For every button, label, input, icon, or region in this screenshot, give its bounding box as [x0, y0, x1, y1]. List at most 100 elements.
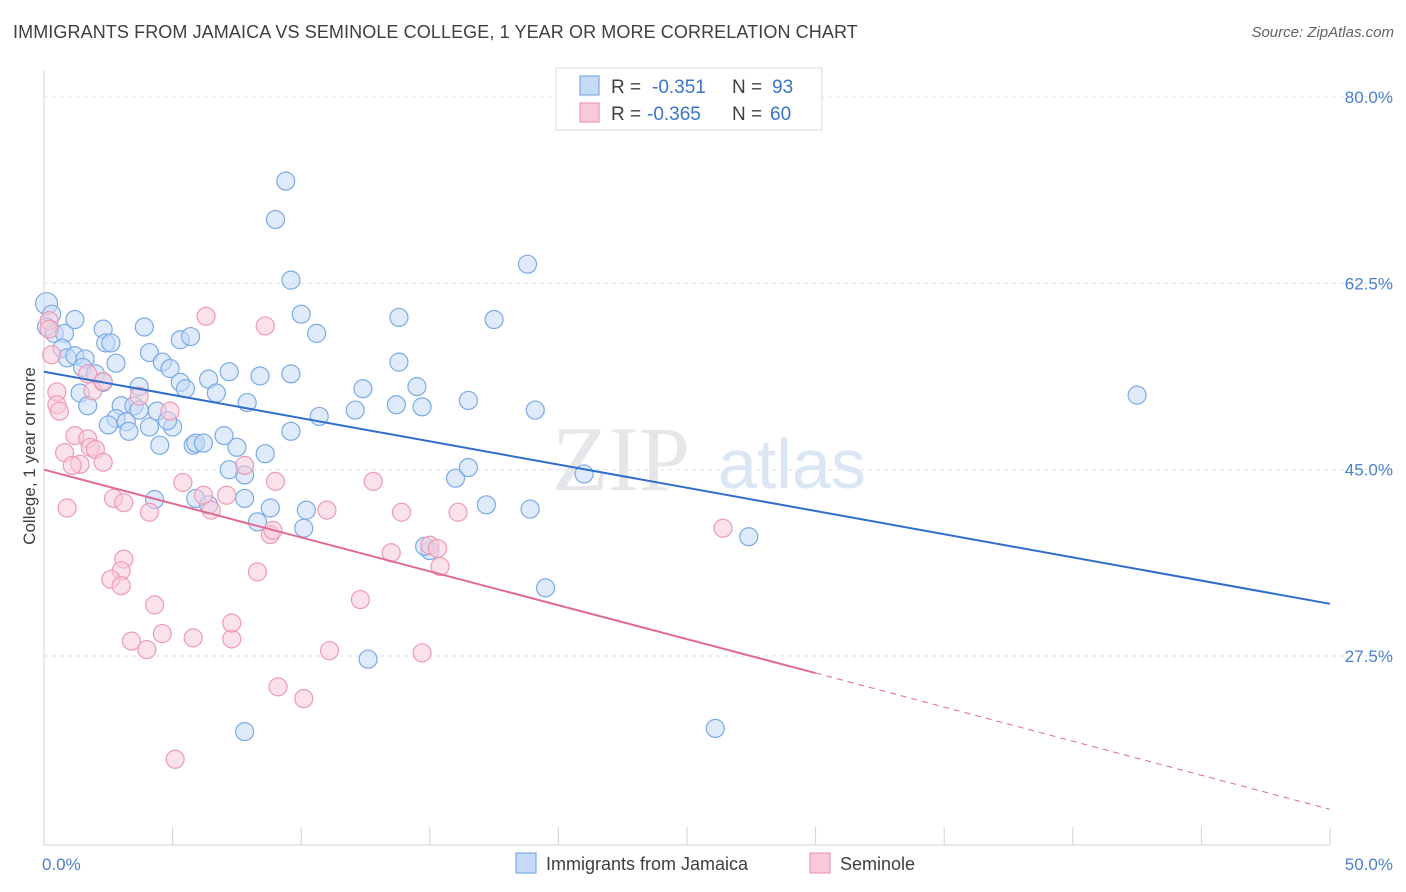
jamaica-point [160, 358, 180, 379]
trend-lines [43, 370, 1331, 810]
jamaica-trend-line [43, 370, 1331, 605]
seminole-point [39, 319, 59, 339]
jamaica-point [139, 342, 160, 363]
legend-n-value-2: 60 [770, 104, 791, 125]
seminole-point [144, 595, 165, 615]
seminole-point [350, 589, 370, 610]
seminole-point [165, 749, 185, 769]
seminole-point [62, 455, 82, 476]
seminole-trend-extension [815, 672, 1331, 810]
legend-n-label-1: N = [732, 77, 762, 98]
seminole-trend-line [43, 468, 816, 675]
jamaica-point [296, 500, 316, 520]
seminole-point [121, 631, 142, 651]
seminole-point [111, 576, 131, 596]
jamaica-point [98, 415, 118, 435]
y-tick-label-0: 80.0% [1345, 88, 1393, 107]
jamaica-point [260, 498, 280, 518]
axes [43, 70, 1331, 846]
legend-r-value-1: -0.351 [652, 77, 706, 98]
seminole-point [412, 643, 432, 663]
jamaica-point [386, 395, 406, 415]
seminole-point [160, 401, 180, 421]
jamaica-point [291, 304, 311, 324]
jamaica-point [345, 400, 365, 420]
jamaica-point [175, 379, 196, 399]
jamaica-point [353, 379, 373, 399]
legend-swatch-jamaica [579, 75, 600, 96]
legend-r-value-2: -0.365 [647, 104, 701, 125]
jamaica-point [458, 457, 478, 478]
jamaica-point [214, 425, 234, 446]
seminole-point [129, 386, 149, 406]
seminole-point [268, 677, 288, 697]
jamaica-point [294, 518, 314, 538]
chart-title: IMMIGRANTS FROM JAMAICA VS SEMINOLE COLL… [13, 22, 858, 42]
legend-n-label-2: N = [732, 104, 762, 125]
jamaica-point [535, 578, 556, 598]
jamaica-point [181, 326, 201, 347]
jamaica-point [276, 171, 296, 191]
jamaica-point [255, 444, 275, 464]
seminole-point [235, 455, 255, 476]
tick-labels: 80.0% 62.5% 45.0% 27.5% 0.0% 50.0% [42, 88, 1393, 874]
seminole-point [430, 556, 450, 577]
seminole-point [222, 613, 242, 633]
seminole-point [448, 502, 468, 522]
watermark-zip: ZIP [552, 408, 690, 510]
seminole-point [93, 452, 113, 472]
source-label: Source: ZipAtlas.com [1251, 24, 1394, 41]
jamaica-point [193, 433, 214, 453]
jamaica-point [1127, 385, 1147, 405]
seminole-point [427, 538, 448, 559]
seminole-point [255, 316, 275, 336]
seminole-point [317, 500, 337, 520]
watermark: ZIP atlas [552, 408, 866, 510]
seminole-point [247, 562, 268, 582]
seminole-point [137, 640, 157, 660]
jamaica-point [389, 307, 409, 328]
legend-swatch-seminole [579, 102, 600, 123]
watermark-atlas: atlas [718, 425, 866, 503]
jamaica-point [705, 718, 725, 739]
jamaica-point [484, 309, 504, 330]
legend-r-label-2: R = [611, 104, 641, 125]
jamaica-point [520, 499, 540, 519]
seminole-point [196, 306, 216, 326]
y-axis-title: College, 1 year or more [20, 367, 39, 545]
x-tick-label-1: 50.0% [1345, 855, 1393, 874]
bottom-legend-swatch-jamaica [515, 852, 537, 874]
seminole-point [49, 401, 70, 421]
seminole-point [265, 471, 286, 491]
jamaica-point [358, 649, 378, 669]
y-tick-label-3: 27.5% [1345, 647, 1393, 666]
seminole-point [363, 471, 383, 491]
jamaica-point [281, 364, 301, 384]
jamaica-point [445, 468, 466, 488]
bottom-legend: Immigrants from Jamaica Seminole [515, 852, 915, 874]
jamaica-point [150, 435, 170, 455]
jamaica-point [106, 353, 126, 373]
seminole-point [57, 498, 77, 518]
jamaica-point [139, 417, 160, 437]
series-seminole-points [39, 306, 733, 769]
jamaica-point [525, 400, 545, 420]
seminole-point [391, 502, 412, 522]
seminole-point [173, 472, 193, 493]
jamaica-point [412, 397, 432, 417]
seminole-point [193, 485, 214, 505]
jamaica-point [134, 317, 154, 337]
seminole-point [217, 485, 237, 505]
jamaica-point [281, 421, 301, 441]
jamaica-point [265, 209, 286, 230]
jamaica-point [407, 377, 427, 397]
seminole-point [319, 641, 340, 661]
legend-n-value-1: 93 [772, 77, 793, 98]
jamaica-point [458, 390, 478, 411]
jamaica-point [307, 323, 327, 343]
jamaica-point [235, 488, 255, 509]
jamaica-point [227, 437, 247, 457]
jamaica-point [101, 333, 121, 353]
jamaica-point [389, 352, 409, 372]
